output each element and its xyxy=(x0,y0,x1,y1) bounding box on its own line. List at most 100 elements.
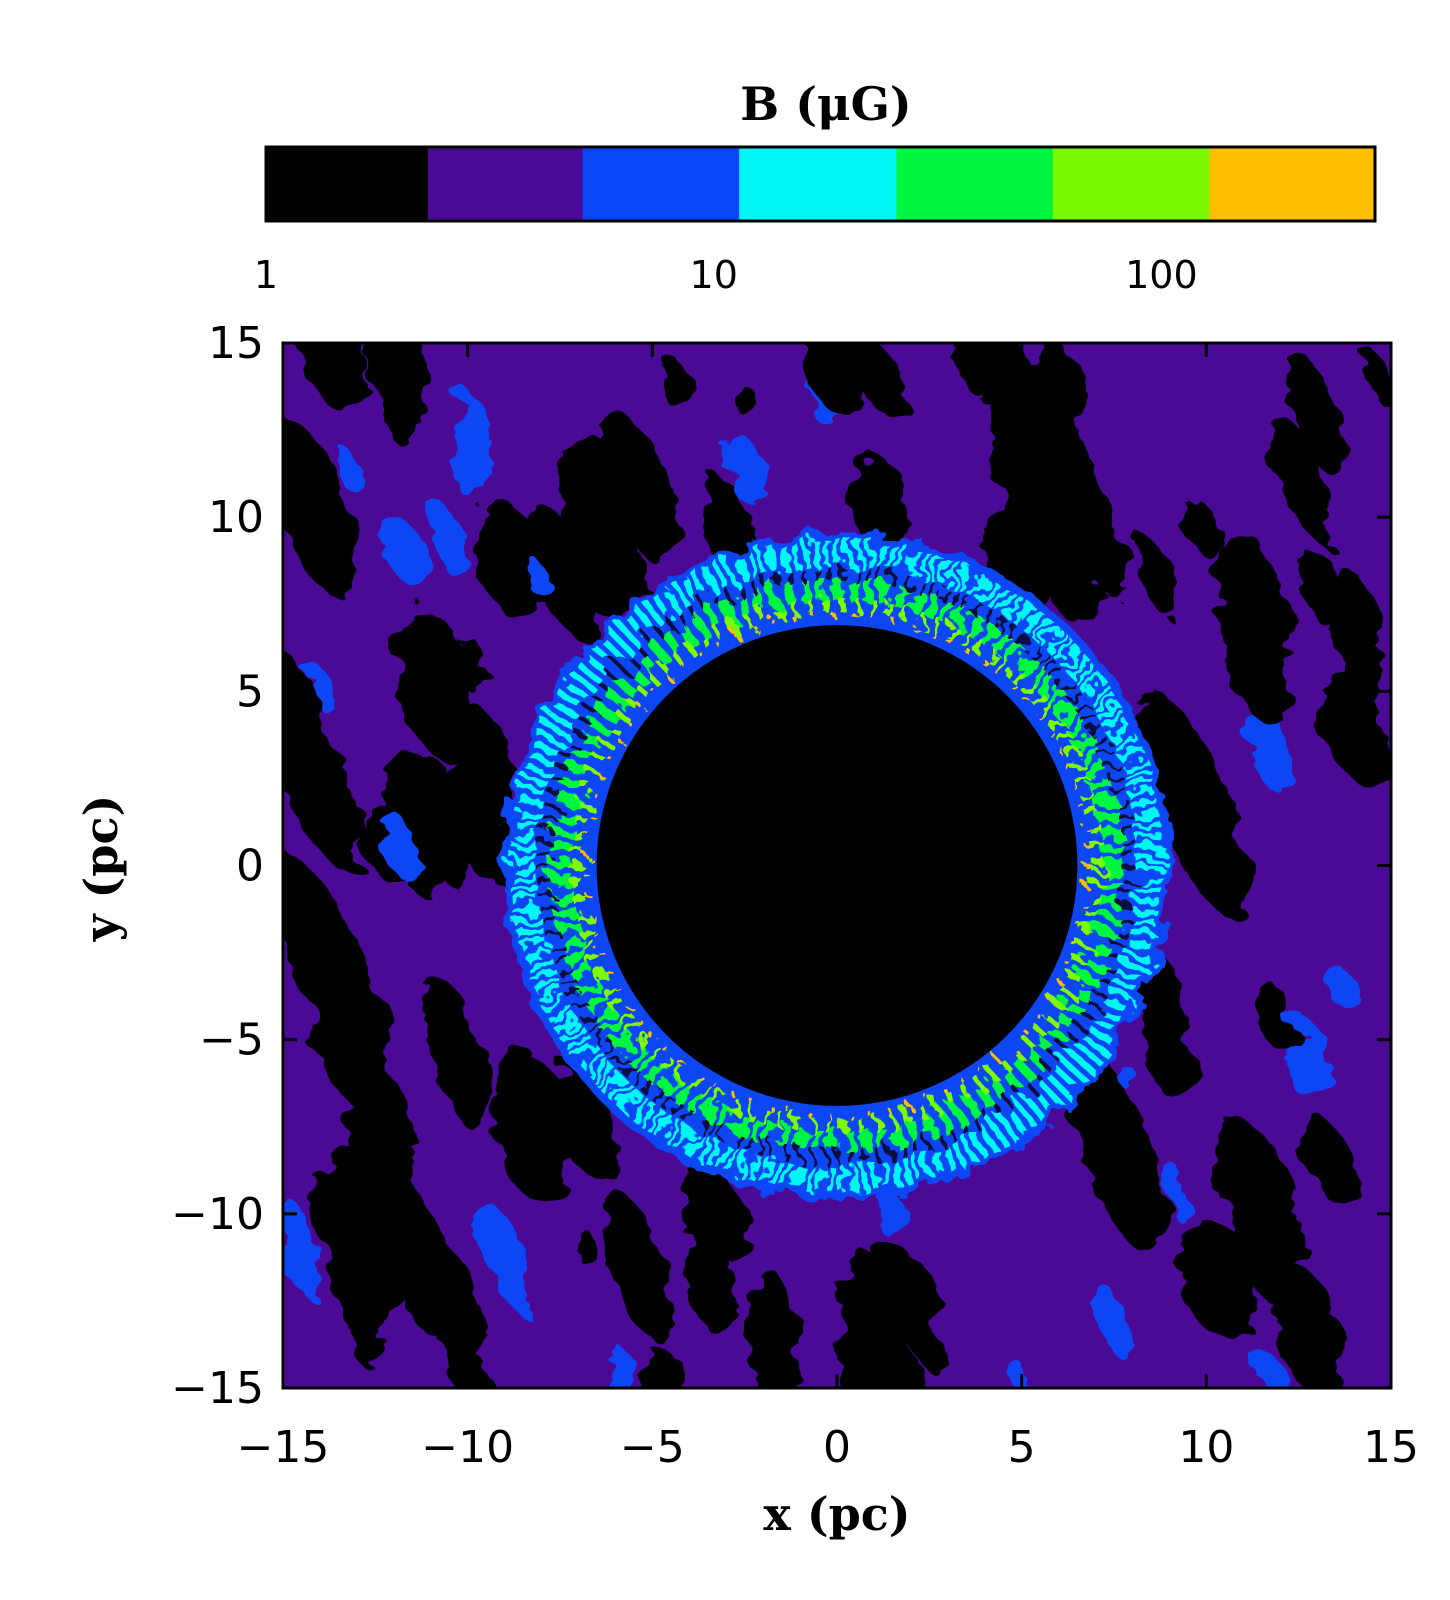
background-black-patch xyxy=(426,977,491,1134)
colorbar-level-5 xyxy=(1052,147,1210,221)
y-tick-label: 0 xyxy=(236,841,264,892)
background-blue-patch xyxy=(1095,1284,1131,1359)
colorbar-label: B (μG) xyxy=(740,77,911,131)
remnant-cavity xyxy=(596,625,1078,1106)
background-black-patch xyxy=(747,1282,801,1388)
background-black-patch xyxy=(1135,689,1252,920)
colorbar-level-3 xyxy=(739,147,897,221)
colorbar-tick-label: 100 xyxy=(1125,253,1198,297)
background-black-patch xyxy=(799,343,870,415)
x-tick-label: 15 xyxy=(1363,1422,1419,1473)
background-blue-patch xyxy=(1164,1160,1185,1220)
colorbar-level-1 xyxy=(427,147,584,221)
background-black-patch xyxy=(597,511,648,607)
background-blue-patch xyxy=(1289,1019,1327,1102)
background-blue-patch xyxy=(1119,1063,1139,1095)
background-black-patch xyxy=(345,1196,393,1298)
background-black-patch xyxy=(997,343,1053,494)
background-black-patch xyxy=(1299,547,1344,629)
background-black-patch xyxy=(448,705,520,887)
background-black-patch xyxy=(396,610,471,756)
colorbar xyxy=(266,147,1376,221)
shell-green-layer xyxy=(550,578,1124,1153)
background-black-patch xyxy=(545,1056,622,1182)
background-blue-patch xyxy=(726,432,767,511)
plot-area xyxy=(283,343,1391,1388)
background-black-patch xyxy=(572,1226,596,1265)
background-black-patch xyxy=(911,1322,942,1369)
background-black-patch xyxy=(848,454,911,550)
background-black-patch xyxy=(859,1356,890,1388)
x-tick-label: −15 xyxy=(237,1422,330,1473)
colorbar-level-2 xyxy=(582,147,740,221)
background-blue-patch xyxy=(1249,710,1287,787)
background-black-patch xyxy=(855,343,906,417)
colorbar-frame xyxy=(264,145,1377,223)
background-patches xyxy=(283,343,1391,1388)
y-tick-label: 5 xyxy=(236,666,264,717)
background-blue-patch xyxy=(527,558,550,600)
background-blue-patch xyxy=(376,811,419,875)
background-blue-patch xyxy=(1332,969,1360,1016)
background-black-patch xyxy=(1215,528,1293,724)
background-black-patch xyxy=(733,380,760,423)
background-black-patch xyxy=(1286,350,1348,480)
background-black-patch xyxy=(320,990,354,1069)
background-black-patch xyxy=(1037,343,1081,440)
colorbar-level-0 xyxy=(266,147,429,221)
colorbar-tick-label: 1 xyxy=(254,253,278,297)
background-blue-patch xyxy=(387,522,427,586)
background-black-patch xyxy=(1131,532,1181,620)
y-tick-label: −5 xyxy=(199,1015,264,1066)
background-black-patch xyxy=(412,751,471,889)
background-black-patch xyxy=(1070,1051,1166,1254)
background-black-patch xyxy=(1195,1215,1233,1321)
y-axis-label: y (pc) xyxy=(74,795,128,942)
background-blue-patch xyxy=(283,1198,317,1294)
background-black-patch xyxy=(366,343,426,451)
background-black-patch xyxy=(293,343,370,415)
background-black-patch xyxy=(1042,443,1122,592)
shell-dark-filaments xyxy=(538,566,1136,1165)
background-blue-patch xyxy=(608,1345,639,1388)
x-axis-label: x (pc) xyxy=(763,1487,910,1541)
background-black-patch xyxy=(641,1344,690,1388)
background-black-patch xyxy=(1220,1124,1304,1306)
background-blue-patch xyxy=(424,496,470,583)
background-black-patch xyxy=(600,411,683,571)
background-blue-patch xyxy=(480,1205,533,1314)
background-black-patch xyxy=(1300,1117,1359,1206)
colorbar-tick-label: 10 xyxy=(690,253,738,297)
background-black-patch xyxy=(1259,984,1295,1052)
colorbar-level-4 xyxy=(896,147,1054,221)
shell-cyan-layer xyxy=(510,539,1164,1192)
background-black-patch xyxy=(524,503,601,641)
background-black-patch xyxy=(1333,568,1381,708)
background-black-patch xyxy=(1362,346,1391,411)
background-blue-patch xyxy=(332,441,364,497)
x-tick-label: −10 xyxy=(421,1422,514,1473)
shell-yellow-green-layer xyxy=(569,597,1105,1134)
background-black-patch xyxy=(660,355,689,411)
y-tick-label: −10 xyxy=(171,1189,264,1240)
background-blue-patch xyxy=(1253,1347,1289,1388)
background-black-patch xyxy=(413,1232,489,1367)
y-tick-label: −15 xyxy=(171,1363,264,1414)
x-tick-label: −5 xyxy=(620,1422,685,1473)
background-black-patch xyxy=(869,1305,924,1388)
background-black-patch xyxy=(1183,498,1222,557)
axis-ticks: −15 −10 −5 0 5 10 15 15 10 5 0 −5 −10 −15 xyxy=(171,318,1419,1473)
shell-orange-filaments xyxy=(582,611,1092,1120)
y-tick-label: 10 xyxy=(208,492,264,543)
colorbar-ticks: 1 10 100 xyxy=(254,253,1198,297)
background-black-patch xyxy=(1268,414,1334,542)
colorbar-level-6 xyxy=(1209,147,1376,221)
background-black-patch xyxy=(683,1169,750,1265)
background-black-patch xyxy=(604,1191,670,1339)
x-tick-label: 0 xyxy=(823,1422,851,1473)
y-tick-label: 15 xyxy=(208,318,264,369)
background-black-patch xyxy=(283,682,360,866)
background-blue-patch xyxy=(307,659,331,713)
x-tick-label: 5 xyxy=(1008,1422,1036,1473)
